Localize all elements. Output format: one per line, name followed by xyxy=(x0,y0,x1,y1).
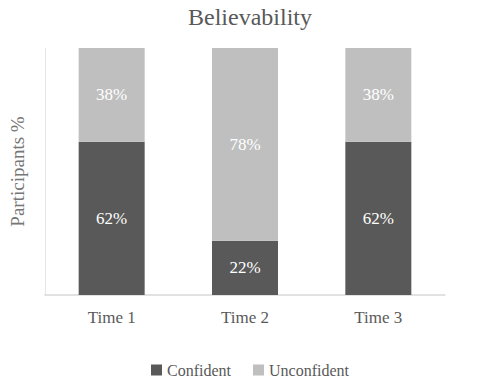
svg-text:Time 3: Time 3 xyxy=(354,308,402,327)
svg-text:Unconfident: Unconfident xyxy=(269,362,350,379)
svg-text:Time 1: Time 1 xyxy=(88,308,136,327)
svg-text:Confident: Confident xyxy=(167,362,232,379)
svg-text:62%: 62% xyxy=(96,209,127,228)
svg-text:Believability: Believability xyxy=(188,4,312,30)
svg-text:62%: 62% xyxy=(363,209,394,228)
svg-text:78%: 78% xyxy=(229,135,260,154)
svg-text:22%: 22% xyxy=(229,258,260,277)
svg-text:Time 2: Time 2 xyxy=(221,308,269,327)
svg-text:Participants %: Participants % xyxy=(7,116,28,226)
svg-text:38%: 38% xyxy=(96,85,127,104)
svg-text:38%: 38% xyxy=(363,85,394,104)
